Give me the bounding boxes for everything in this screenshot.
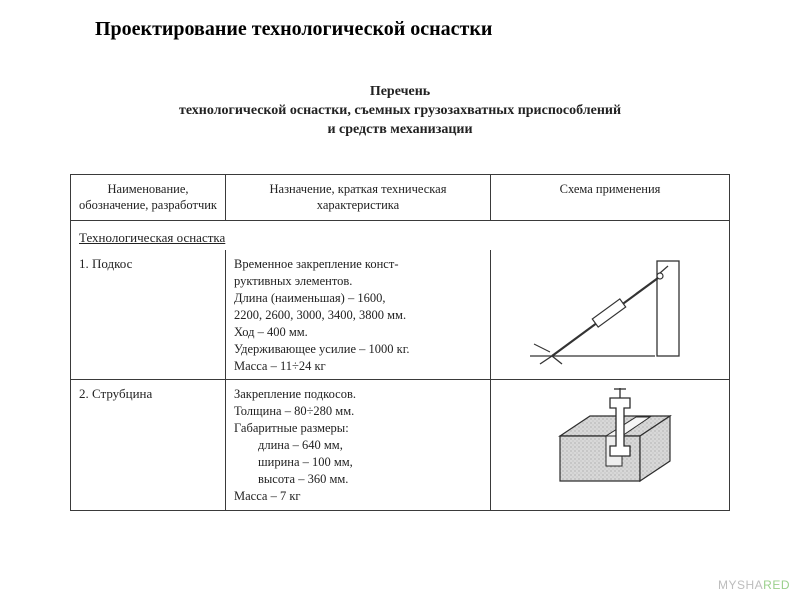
col-header-diagram: Схема применения (491, 175, 730, 221)
item-description: Закрепление подкосов. Толщина – 80÷280 м… (226, 380, 491, 510)
subtitle-line: и средств механизации (327, 122, 472, 137)
brace-diagram-icon (510, 256, 710, 366)
col-header-name: Наименование, обозначение, разработчик (71, 175, 226, 221)
item-diagram (491, 380, 730, 510)
watermark-text: RED (763, 578, 790, 592)
subtitle-line: технологической оснастки, съемных грузоз… (179, 103, 621, 118)
desc-line: Габаритные размеры: (234, 421, 349, 435)
table-header-row: Наименование, обозначение, разработчик Н… (71, 175, 730, 221)
equipment-table: Наименование, обозначение, разработчик Н… (70, 174, 730, 511)
item-name: 2. Струбцина (71, 380, 226, 510)
clamp-diagram-icon (510, 386, 710, 494)
desc-line: Удерживающее усилие – 1000 кг. (234, 342, 410, 356)
desc-line: Длина (наименьшая) – 1600, (234, 291, 385, 305)
desc-line: длина – 640 мм, (234, 438, 343, 452)
table-row: 2. Струбцина Закрепление подкосов. Толщи… (71, 380, 730, 510)
col-header-desc: Назначение, краткая техническая характер… (226, 175, 491, 221)
document-subtitle: Перечень технологической оснастки, съемн… (0, 83, 800, 140)
desc-line: 2200, 2600, 3000, 3400, 3800 мм. (234, 308, 406, 322)
desc-line: Масса – 11÷24 кг (234, 359, 326, 373)
item-name: 1. Подкос (71, 250, 226, 380)
desc-line: Ход – 400 мм. (234, 325, 308, 339)
section-row: Технологическая оснастка (71, 221, 730, 251)
desc-line: ширина – 100 мм, (234, 455, 353, 469)
table-row: 1. Подкос Временное закрепление конст- р… (71, 250, 730, 380)
watermark-text: MYSHA (718, 578, 763, 592)
subtitle-line: Перечень (370, 84, 430, 99)
desc-line: Закрепление подкосов. (234, 387, 356, 401)
watermark: MYSHARED (718, 578, 790, 592)
item-description: Временное закрепление конст- руктивных э… (226, 250, 491, 380)
desc-line: Масса – 7 кг (234, 489, 301, 503)
item-diagram (491, 250, 730, 380)
desc-line: Временное закрепление конст- (234, 257, 398, 271)
desc-line: Толщина – 80÷280 мм. (234, 404, 354, 418)
desc-line: высота – 360 мм. (234, 472, 348, 486)
page-title: Проектирование технологической оснастки (0, 0, 800, 41)
desc-line: руктивных элементов. (234, 274, 352, 288)
section-title: Технологическая оснастка (79, 230, 225, 245)
